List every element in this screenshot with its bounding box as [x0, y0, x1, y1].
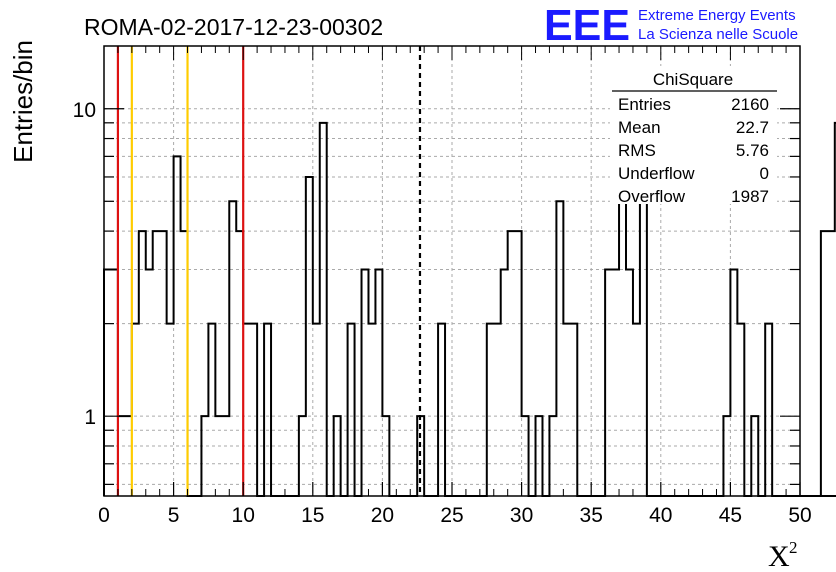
histogram-bin — [306, 177, 313, 496]
histogram-bin — [626, 269, 633, 496]
histogram-bin — [765, 324, 772, 496]
x-tick-label: 5 — [168, 504, 180, 527]
y-tick-label: 1 — [84, 406, 96, 429]
histogram-bin — [605, 269, 612, 496]
histogram-bin — [174, 156, 181, 496]
histogram-bin — [104, 269, 111, 496]
histogram-bin — [320, 123, 327, 496]
stats-value: 1987 — [731, 187, 769, 206]
histogram-bin — [612, 269, 619, 496]
histogram-bin — [362, 269, 369, 496]
histogram-bin — [313, 324, 320, 496]
histogram-bin — [494, 324, 501, 496]
histogram-bin — [146, 269, 153, 496]
histogram-bin — [821, 231, 828, 496]
x-tick-label: 30 — [510, 504, 533, 527]
histogram-bin — [563, 324, 570, 496]
eee-logo-mark: EEE — [544, 1, 630, 50]
histogram-bin — [368, 324, 375, 496]
stats-value: 5.76 — [736, 141, 769, 160]
histogram-bin — [640, 177, 647, 496]
histogram-bin — [250, 324, 257, 496]
histogram-bin — [570, 324, 577, 496]
histogram-bin — [737, 324, 744, 496]
histogram-bin — [139, 231, 146, 496]
eee-logo: EEE Extreme Energy Events La Scienza nel… — [544, 1, 798, 50]
histogram-bin — [508, 231, 515, 496]
x-tick-label: 10 — [232, 504, 255, 527]
histogram-bin — [487, 324, 494, 496]
eee-logo-line1: Extreme Energy Events — [638, 7, 796, 24]
stats-label: Entries — [618, 95, 671, 114]
histogram-bin — [828, 231, 835, 496]
reference-lines — [116, 46, 422, 496]
histogram-bin — [633, 324, 640, 496]
chart-title: ROMA-02-2017-12-23-00302 — [84, 14, 383, 40]
axis-tick-labels: 0 5 10 15 20 25 30 35 40 45 50 1 10 — [73, 99, 812, 527]
histogram-bin — [208, 324, 215, 496]
grid-lines — [104, 46, 800, 496]
stats-label: Mean — [618, 118, 661, 137]
stats-value: 2160 — [731, 95, 769, 114]
x-tick-label: 45 — [719, 504, 742, 527]
histogram-bin — [515, 231, 522, 496]
histogram-bin — [730, 269, 737, 496]
stats-box: ChiSquare Entries 2160 Mean 22.7 RMS 5.76 Unde… — [610, 66, 777, 206]
x-tick-label: 0 — [98, 504, 110, 527]
stats-label: Underflow — [618, 164, 695, 183]
stats-label: RMS — [618, 141, 656, 160]
histogram-bin — [153, 231, 160, 496]
x-axis-label-superscript: 2 — [789, 538, 798, 557]
x-tick-label: 15 — [301, 504, 324, 527]
histogram-bin — [167, 324, 174, 496]
histogram-bin — [348, 324, 355, 496]
eee-logo-line2: La Scienza nelle Scuole — [638, 26, 798, 43]
x-tick-label: 35 — [580, 504, 603, 527]
y-tick-label: 10 — [73, 99, 96, 122]
axis-ticks — [103, 46, 801, 496]
stats-value: 0 — [760, 164, 769, 183]
histogram-bin — [501, 269, 508, 496]
x-tick-label: 25 — [440, 504, 463, 527]
histogram-bin — [160, 231, 167, 496]
histogram-bin — [229, 201, 236, 496]
histogram-bin — [375, 269, 382, 496]
histogram-bin — [556, 201, 563, 496]
histogram-bin — [264, 324, 271, 496]
histogram-bin — [438, 324, 445, 496]
x-tick-label: 40 — [649, 504, 672, 527]
stats-value: 22.7 — [736, 118, 769, 137]
stats-label: Overflow — [618, 187, 686, 206]
x-axis-label: X — [768, 540, 790, 572]
stats-title: ChiSquare — [653, 70, 733, 89]
x-tick-label: 50 — [788, 504, 811, 527]
x-tick-label: 20 — [371, 504, 394, 527]
y-axis-label: Entries/bin — [8, 40, 38, 163]
